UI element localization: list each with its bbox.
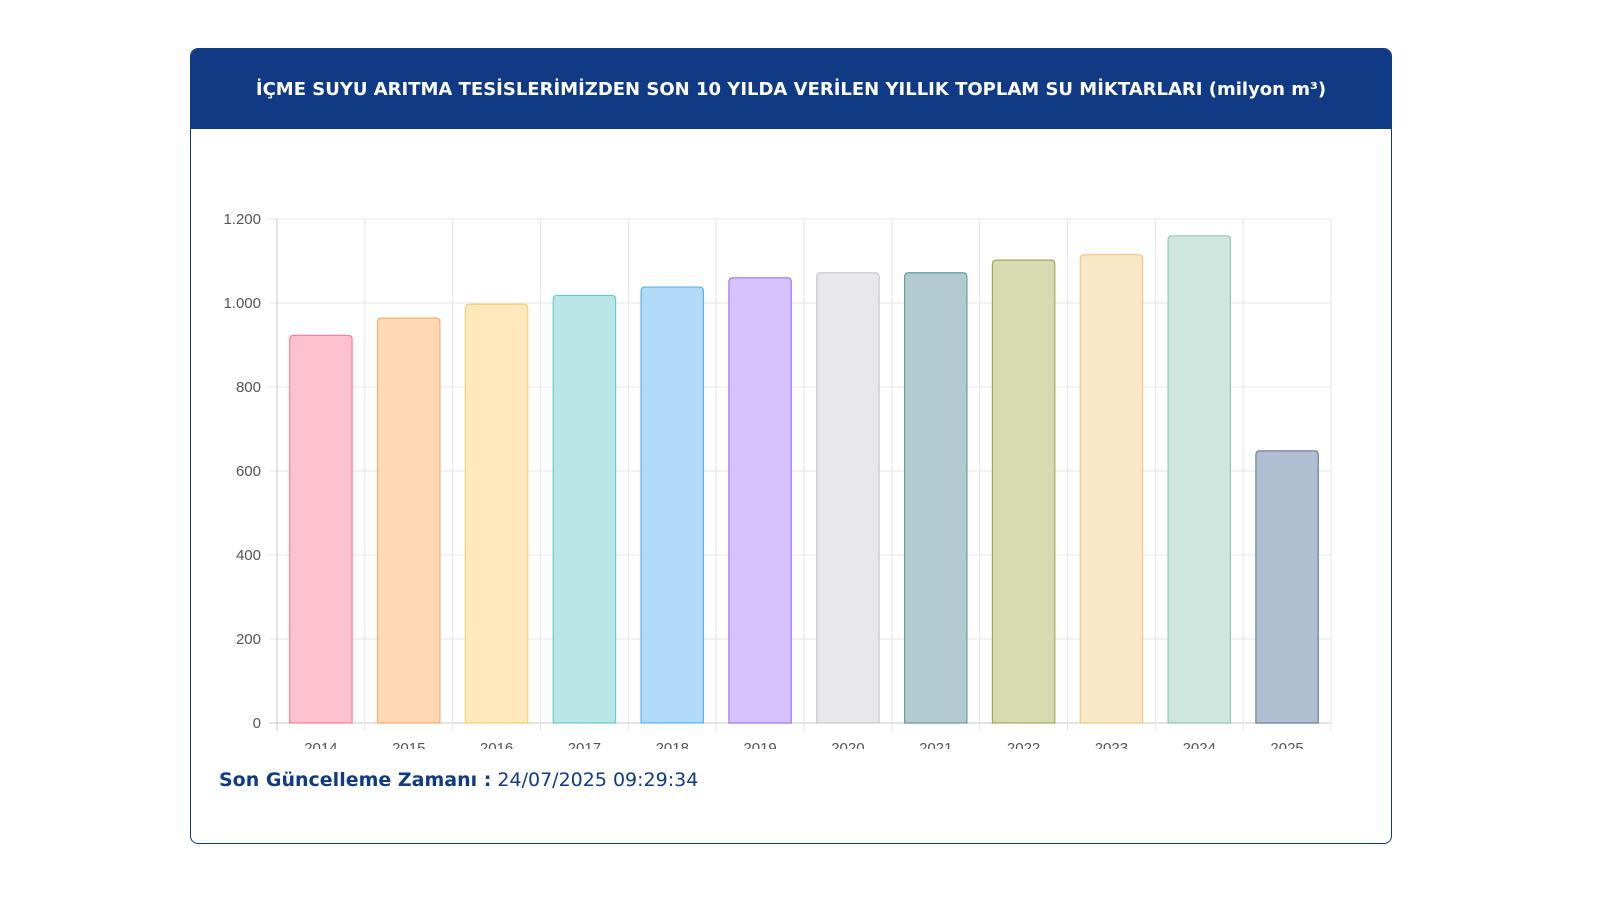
x-axis-ticks: 2014 2015 2016 2017 2018 2019 2020 2021 2022 2023… <box>304 740 1304 749</box>
bar-2016[interactable] <box>464 303 529 724</box>
bar-2015[interactable] <box>376 317 441 724</box>
last-update-value: 24/07/2025 09:29:34 <box>497 769 699 791</box>
y-tick-label: 1.000 <box>223 295 261 312</box>
y-tick-label: 600 <box>236 463 261 480</box>
bar-2018[interactable] <box>640 286 705 724</box>
bar-chart: 0 200 400 600 800 1.000 1.200 2014 2015 2016 2017… <box>223 211 1332 749</box>
x-tick-label: 2022 <box>1007 740 1040 749</box>
bar-2019[interactable] <box>728 277 792 724</box>
chart-title: İÇME SUYU ARITMA TESİSLERİMİZDEN SON 10 … <box>191 49 1391 129</box>
chart-card: İÇME SUYU ARITMA TESİSLERİMİZDEN SON 10 … <box>190 48 1392 844</box>
x-tick-label: 2018 <box>656 740 689 749</box>
bars <box>289 235 1319 724</box>
y-tick-label: 400 <box>236 547 261 564</box>
bar-2014[interactable] <box>289 334 353 724</box>
bar-2025[interactable] <box>1255 450 1319 724</box>
x-tick-label: 2016 <box>480 740 513 749</box>
x-tick-label: 2017 <box>568 740 601 749</box>
last-update: Son Güncelleme Zamanı : 24/07/2025 09:29… <box>219 769 698 791</box>
x-tick-label: 2019 <box>743 740 776 749</box>
x-tick-label: 2025 <box>1270 740 1303 749</box>
y-axis-ticks: 0 200 400 600 800 1.000 1.200 <box>223 211 261 732</box>
x-tick-label: 2021 <box>919 740 952 749</box>
bar-2020[interactable] <box>816 272 880 724</box>
x-tick-label: 2014 <box>304 740 337 749</box>
bar-2023[interactable] <box>1079 254 1144 724</box>
last-update-label: Son Güncelleme Zamanı : <box>219 769 492 791</box>
y-tick-label: 800 <box>236 379 261 396</box>
bar-2024[interactable] <box>1167 235 1232 724</box>
y-tick-label: 1.200 <box>223 211 261 228</box>
x-tick-label: 2023 <box>1095 740 1128 749</box>
x-tick-label: 2015 <box>392 740 425 749</box>
y-tick-label: 0 <box>253 715 261 732</box>
bar-2022[interactable] <box>991 259 1056 724</box>
grid-lines <box>269 218 1332 731</box>
x-tick-label: 2024 <box>1183 740 1216 749</box>
bar-2017[interactable] <box>552 294 617 724</box>
bar-2021[interactable] <box>903 272 968 724</box>
x-tick-label: 2020 <box>831 740 864 749</box>
y-tick-label: 200 <box>236 631 261 648</box>
